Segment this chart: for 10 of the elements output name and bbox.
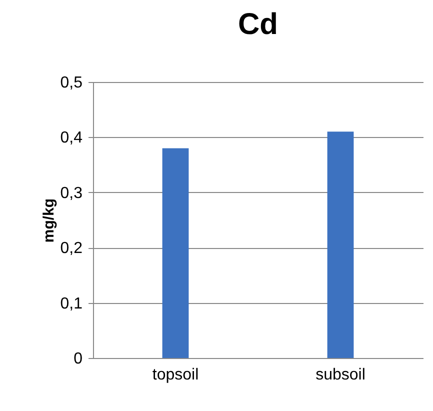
y-tick-label: 0,3 — [60, 184, 83, 202]
y-tick-label: 0 — [74, 350, 83, 368]
y-tick-label: 0,2 — [60, 240, 83, 258]
y-tick-label: 0,4 — [60, 130, 83, 147]
y-tick-label: 0,1 — [60, 295, 83, 312]
y-tick-label: 0,5 — [60, 74, 83, 92]
chart-title: Cd — [238, 8, 278, 41]
y-axis-title: mg/kg — [40, 198, 58, 243]
x-tick-label: topsoil — [152, 366, 199, 384]
x-tick-label: subsoil — [316, 366, 366, 384]
